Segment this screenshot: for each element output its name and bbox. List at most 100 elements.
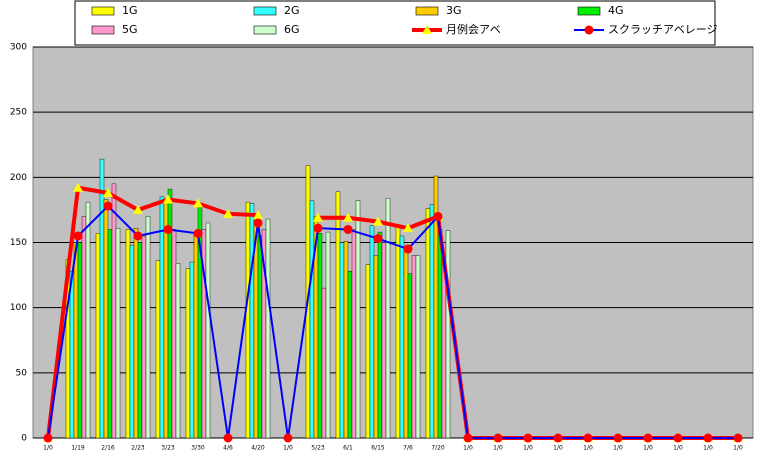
line-marker — [223, 433, 233, 443]
bar — [103, 199, 109, 439]
line-marker — [253, 218, 263, 228]
legend-label: スクラッチアベレージ — [608, 23, 718, 36]
bar — [385, 197, 391, 439]
line-marker — [583, 433, 593, 443]
bar — [171, 229, 177, 439]
bar — [407, 273, 413, 439]
line — [47, 204, 738, 439]
bar — [339, 242, 345, 439]
legend-label: 6G — [284, 23, 300, 36]
line-marker — [373, 216, 383, 226]
bar — [141, 235, 147, 439]
bar — [77, 242, 83, 439]
x-tick-label: 1/0 — [613, 445, 623, 452]
bar — [429, 204, 435, 439]
x-tick-label: 3/23 — [161, 445, 175, 452]
bar — [111, 183, 117, 439]
bar — [133, 227, 139, 439]
bar — [107, 229, 113, 439]
bar — [369, 225, 375, 439]
line-marker — [703, 433, 713, 443]
line-marker — [553, 433, 563, 443]
x-tick-label: 2/16 — [101, 445, 115, 452]
bar — [321, 287, 327, 439]
x-tick-label: 7/6 — [403, 445, 413, 452]
line-marker — [103, 187, 113, 197]
y-tick-label: 50 — [16, 368, 28, 378]
line-marker — [403, 223, 413, 233]
y-tick-label: 100 — [10, 303, 27, 313]
bar — [351, 229, 357, 439]
bar — [415, 255, 421, 439]
bar — [425, 208, 431, 439]
bar — [129, 244, 135, 439]
x-tick-label: 1/0 — [583, 445, 593, 452]
x-tick-label: 6/1 — [343, 445, 353, 452]
x-tick-label: 1/0 — [43, 445, 53, 452]
legend-label: 3G — [446, 4, 462, 17]
legend-label: 4G — [608, 4, 624, 17]
legend-label: 月例会アベ — [446, 22, 501, 36]
x-tick-label: 2/23 — [131, 445, 145, 452]
line-marker — [343, 212, 353, 222]
legend-swatch — [91, 6, 115, 16]
x-tick-label: 1/0 — [673, 445, 683, 452]
bar — [125, 229, 131, 439]
bar — [155, 260, 161, 439]
y-tick-label: 300 — [10, 43, 27, 53]
bar — [137, 242, 143, 439]
line-marker — [313, 212, 323, 222]
line-marker — [643, 433, 653, 443]
bar — [317, 233, 323, 439]
line-marker — [373, 234, 383, 244]
bar — [245, 201, 251, 439]
line-marker — [73, 231, 83, 241]
line-marker — [133, 231, 143, 241]
bar — [205, 222, 211, 439]
legend-swatch — [253, 6, 277, 16]
x-tick-label: 1/0 — [283, 445, 293, 452]
bar — [95, 233, 101, 439]
bar — [411, 255, 417, 439]
bar — [115, 227, 121, 439]
bar — [257, 235, 263, 439]
line-marker — [613, 433, 623, 443]
line-marker — [343, 224, 353, 234]
legend-swatch — [91, 25, 115, 35]
bar — [73, 242, 79, 439]
bar — [395, 225, 401, 439]
line-marker — [673, 433, 683, 443]
y-tick-label: 150 — [10, 238, 27, 248]
bar — [81, 216, 87, 439]
x-tick-label: 3/30 — [191, 445, 205, 452]
line-marker — [463, 433, 473, 443]
y-tick-label: 0 — [21, 434, 27, 444]
y-tick-label: 200 — [10, 173, 27, 183]
line-marker — [193, 198, 203, 208]
bar — [365, 264, 371, 439]
x-tick-label: 1/0 — [733, 445, 743, 452]
x-tick-label: 1/0 — [463, 445, 473, 452]
bar — [381, 242, 387, 439]
bar — [189, 261, 195, 439]
line-marker — [733, 433, 743, 443]
bar — [325, 231, 331, 439]
legend-swatch — [415, 6, 439, 16]
line-marker — [163, 224, 173, 234]
line-marker — [433, 211, 443, 221]
x-tick-label: 1/19 — [71, 445, 85, 452]
legend-swatch — [577, 6, 601, 16]
bar — [347, 270, 353, 439]
x-tick-label: 1/0 — [523, 445, 533, 452]
bar — [399, 235, 405, 439]
line-marker — [223, 208, 233, 218]
legend-label: 2G — [284, 4, 300, 17]
bar — [355, 200, 361, 439]
bar — [445, 230, 451, 439]
line-marker — [103, 201, 113, 211]
bar — [163, 199, 169, 439]
line-marker — [43, 433, 53, 443]
legend-label: 5G — [122, 23, 138, 36]
bar — [437, 229, 443, 439]
